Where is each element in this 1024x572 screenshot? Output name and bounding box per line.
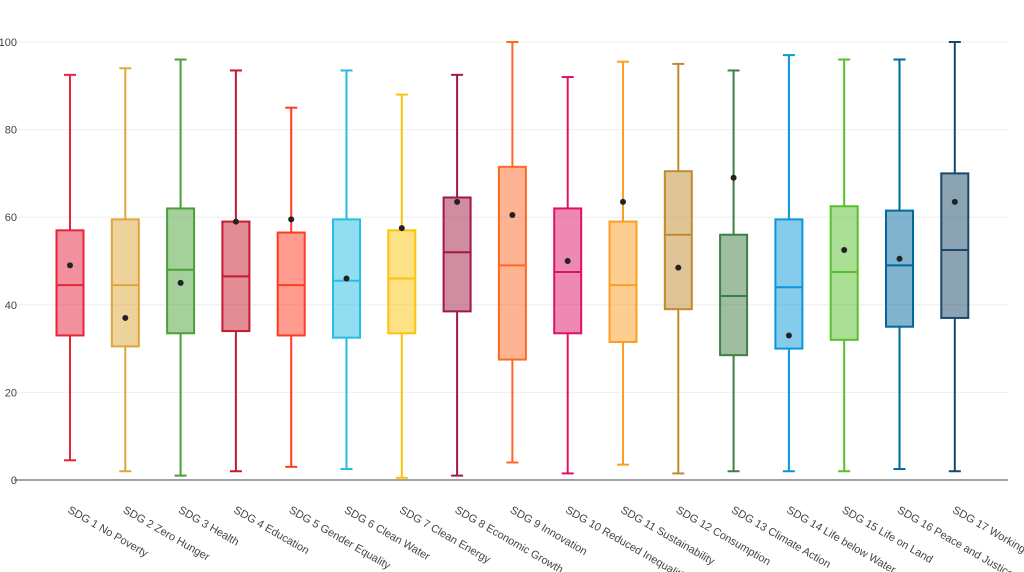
mean-marker <box>896 255 903 262</box>
box-iqr <box>719 233 749 357</box>
mean-marker <box>841 247 848 254</box>
box-iqr <box>663 170 693 311</box>
box-series-8 <box>442 73 472 477</box>
box-series-6 <box>332 69 361 471</box>
box-series-11 <box>608 60 638 466</box>
box-series-12 <box>663 62 693 475</box>
box-series-4 <box>221 69 251 473</box>
box-iqr <box>885 209 914 328</box>
box-series-1 <box>55 73 85 462</box>
box-series-9 <box>497 41 527 464</box>
mean-marker <box>398 225 405 232</box>
mean-marker <box>730 174 737 181</box>
box-iqr <box>940 172 970 319</box>
x-category-label-15: SDG 15 Life on Land <box>840 504 935 566</box>
y-tick-label-20: 20 <box>5 387 17 399</box>
y-tick-label-100: 100 <box>0 37 17 49</box>
box-iqr <box>166 207 196 335</box>
mean-marker <box>177 279 184 286</box>
box-series-15 <box>829 58 859 473</box>
box-iqr <box>608 220 638 344</box>
box-iqr <box>829 205 859 341</box>
box-iqr <box>110 218 140 348</box>
box-series-14 <box>774 54 804 473</box>
mean-marker <box>288 216 295 223</box>
y-tick-label-80: 80 <box>5 125 17 137</box>
y-axis-ticks: 0 20 40 60 80 100 <box>0 37 17 487</box>
x-category-label-11: SDG 11 Sustainability <box>619 504 717 568</box>
box-iqr <box>497 165 527 361</box>
mean-marker <box>951 198 958 205</box>
box-series-10 <box>553 76 583 475</box>
mean-marker <box>454 198 461 205</box>
box-series-17 <box>940 41 970 473</box>
y-tick-label-0: 0 <box>11 475 17 487</box>
box-series-16 <box>885 58 914 471</box>
box-iqr <box>387 229 417 335</box>
y-tick-label-40: 40 <box>5 300 17 312</box>
box-series-3 <box>166 58 196 477</box>
boxes-layer <box>55 41 970 479</box>
mean-marker <box>232 218 239 225</box>
box-iqr <box>55 229 85 337</box>
box-series-5 <box>276 106 306 468</box>
mean-marker <box>564 258 571 264</box>
box-series-2 <box>110 67 140 473</box>
mean-marker <box>509 212 516 219</box>
mean-marker <box>785 332 792 339</box>
mean-marker <box>67 262 73 269</box>
box-series-13 <box>719 69 749 473</box>
x-category-label-13: SDG 13 Climate Action <box>729 504 832 571</box>
x-category-label-5: SDG 5 Gender Equality <box>287 504 393 572</box>
x-category-label-12: SDG 12 Consumption <box>674 504 773 568</box>
mean-marker <box>122 314 129 321</box>
box-iqr <box>442 196 472 313</box>
box-iqr <box>553 207 583 335</box>
box-iqr <box>276 231 306 337</box>
x-category-label-7: SDG 7 Clean Energy <box>397 504 492 566</box>
mean-marker <box>343 275 350 282</box>
y-tick-label-60: 60 <box>5 212 17 224</box>
box-iqr <box>774 218 804 350</box>
mean-marker <box>620 198 626 205</box>
box-series-7 <box>387 93 417 479</box>
mean-marker <box>675 264 682 271</box>
